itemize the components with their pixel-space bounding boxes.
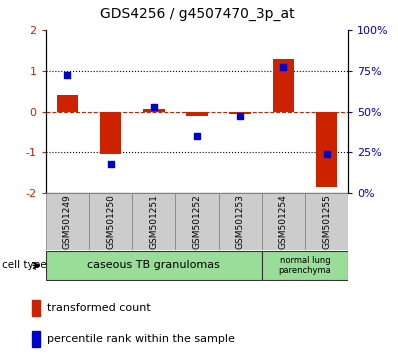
Bar <box>46 251 262 280</box>
Text: cell type: cell type <box>2 261 47 270</box>
Point <box>280 64 287 69</box>
Text: GDS4256 / g4507470_3p_at: GDS4256 / g4507470_3p_at <box>100 7 295 21</box>
Point <box>324 152 330 157</box>
Text: transformed count: transformed count <box>47 303 150 313</box>
Text: GSM501252: GSM501252 <box>193 194 201 249</box>
Text: percentile rank within the sample: percentile rank within the sample <box>47 333 235 343</box>
Point <box>150 105 157 110</box>
Bar <box>176 193 219 250</box>
Point <box>194 133 200 139</box>
Text: GSM501253: GSM501253 <box>236 194 245 249</box>
Bar <box>89 193 132 250</box>
Bar <box>100 112 121 154</box>
Bar <box>305 193 348 250</box>
Bar <box>186 112 208 115</box>
Bar <box>46 193 89 250</box>
Text: GSM501250: GSM501250 <box>106 194 115 249</box>
Bar <box>57 95 78 112</box>
Bar <box>262 193 305 250</box>
Text: GSM501255: GSM501255 <box>322 194 331 249</box>
Bar <box>273 58 294 112</box>
Point <box>237 113 244 118</box>
Bar <box>143 109 165 112</box>
Text: GSM501254: GSM501254 <box>279 194 288 249</box>
Bar <box>132 193 176 250</box>
Text: normal lung
parenchyma: normal lung parenchyma <box>279 256 332 275</box>
Bar <box>219 193 262 250</box>
Bar <box>262 251 348 280</box>
Bar <box>229 112 251 114</box>
Bar <box>316 112 338 187</box>
Bar <box>32 300 40 316</box>
Point <box>107 161 114 167</box>
Text: GSM501249: GSM501249 <box>63 194 72 249</box>
Point <box>64 72 70 78</box>
Text: GSM501251: GSM501251 <box>149 194 158 249</box>
Text: caseous TB granulomas: caseous TB granulomas <box>88 261 220 270</box>
Bar <box>32 331 40 347</box>
